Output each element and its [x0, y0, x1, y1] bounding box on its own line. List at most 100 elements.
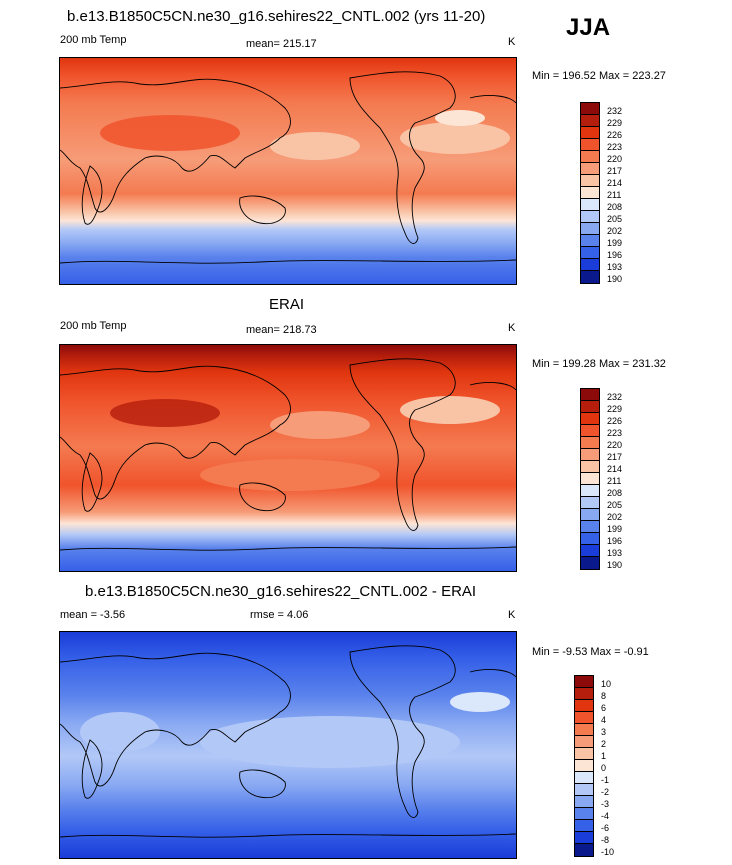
colorbar-swatch [581, 127, 599, 139]
colorbar-tick-label: 3 [601, 727, 607, 737]
colorbar-tick-label: 205 [607, 214, 623, 224]
colorbar-tick-label: -6 [601, 823, 610, 833]
colorbar-tick-label: 6 [601, 703, 607, 713]
colorbar-swatch [575, 748, 593, 760]
colorbar-swatch [581, 497, 599, 509]
panel2-map [59, 344, 517, 572]
colorbar-swatch [581, 413, 599, 425]
colorbar-swatch [581, 557, 599, 569]
colorbar-swatch [581, 115, 599, 127]
colorbar-swatch [581, 187, 599, 199]
colorbar-tick-label: 208 [607, 202, 623, 212]
season-label: JJA [566, 14, 611, 41]
colorbar-tick-label: -10 [601, 847, 615, 857]
panel3-minmax: Min = -9.53 Max = -0.91 [532, 646, 649, 658]
colorbar-swatch [581, 449, 599, 461]
colorbar-tick-label: -3 [601, 799, 610, 809]
colorbar-tick-label: 1 [601, 751, 607, 761]
panel1-units: K [508, 36, 516, 48]
colorbar-swatch [581, 259, 599, 271]
panel2-mean-label: mean= 218.73 [246, 324, 317, 336]
panel3-units: K [508, 609, 516, 621]
colorbar-tick-label: 208 [607, 488, 623, 498]
colorbar-tick-label: 196 [607, 536, 623, 546]
colorbar-tick-label: 214 [607, 178, 623, 188]
colorbar-swatch [575, 784, 593, 796]
panel1-map [59, 57, 517, 285]
panel2-minmax: Min = 199.28 Max = 231.32 [532, 358, 666, 370]
colorbar-swatch [581, 485, 599, 497]
colorbar-tick-label: 217 [607, 166, 623, 176]
colorbar-swatch [575, 832, 593, 844]
colorbar-swatch [575, 712, 593, 724]
colorbar-tick-label: 199 [607, 524, 623, 534]
colorbar-tick-label: 190 [607, 560, 623, 570]
panel2-units: K [508, 322, 516, 334]
colorbar-swatch [581, 151, 599, 163]
colorbar-swatch [581, 521, 599, 533]
colorbar-tick-label: 211 [607, 476, 622, 486]
colorbar-tick-label: 223 [607, 142, 623, 152]
colorbar-swatch [575, 820, 593, 832]
colorbar-tick-label: 229 [607, 404, 623, 414]
colorbar-tick-label: 217 [607, 452, 623, 462]
panel2-left-label: 200 mb Temp [60, 320, 127, 332]
panel1-colorbar [580, 102, 600, 284]
colorbar-tick-label: 2 [601, 739, 607, 749]
colorbar-tick-label: 193 [607, 548, 623, 558]
colorbar-tick-label: 0 [601, 763, 607, 773]
colorbar-tick-label: -1 [601, 775, 610, 785]
colorbar-swatch [581, 199, 599, 211]
panel1-left-label: 200 mb Temp [60, 34, 127, 46]
colorbar-tick-label: -8 [601, 835, 610, 845]
colorbar-tick-label: 226 [607, 416, 623, 426]
colorbar-tick-label: 4 [601, 715, 607, 725]
colorbar-swatch [581, 401, 599, 413]
panel2-title: ERAI [269, 296, 305, 313]
colorbar-swatch [575, 688, 593, 700]
colorbar-tick-label: -2 [601, 787, 610, 797]
colorbar-swatch [581, 389, 599, 401]
colorbar-swatch [581, 139, 599, 151]
panel2-colorbar [580, 388, 600, 570]
panel3-map [59, 631, 517, 859]
colorbar-tick-label: 196 [607, 250, 623, 260]
colorbar-swatch [575, 844, 593, 856]
colorbar-tick-label: -4 [601, 811, 610, 821]
colorbar-swatch [575, 700, 593, 712]
colorbar-swatch [575, 676, 593, 688]
colorbar-swatch [575, 724, 593, 736]
colorbar-tick-label: 229 [607, 118, 623, 128]
colorbar-swatch [581, 545, 599, 557]
colorbar-swatch [581, 509, 599, 521]
colorbar-swatch [581, 533, 599, 545]
colorbar-tick-label: 220 [607, 154, 623, 164]
colorbar-swatch [581, 235, 599, 247]
colorbar-tick-label: 205 [607, 500, 623, 510]
colorbar-swatch [581, 425, 599, 437]
colorbar-swatch [581, 163, 599, 175]
panel3-rmse-label: rmse = 4.06 [250, 609, 309, 621]
colorbar-tick-label: 190 [607, 274, 623, 284]
colorbar-swatch [575, 760, 593, 772]
colorbar-swatch [575, 736, 593, 748]
panel3-mean-label: mean = -3.56 [60, 609, 126, 621]
panel1-mean-label: mean= 215.17 [246, 38, 317, 50]
colorbar-tick-label: 8 [601, 691, 607, 701]
colorbar-swatch [581, 461, 599, 473]
panel3-colorbar-labels: 10 8 6 4 3 2 1 0 -1 -2 -3 -4 -6 -8 -10 [601, 675, 641, 857]
colorbar-tick-label: 214 [607, 464, 623, 474]
colorbar-tick-label: 232 [607, 106, 623, 116]
colorbar-swatch [575, 772, 593, 784]
panel2-colorbar-labels: 232 229 226 223 220 217 214 211 208 205 … [607, 388, 647, 570]
panel1-title: b.e13.B1850C5CN.ne30_g16.sehires22_CNTL.… [67, 8, 486, 25]
colorbar-tick-label: 202 [607, 226, 623, 236]
colorbar-swatch [581, 247, 599, 259]
colorbar-tick-label: 211 [607, 190, 622, 200]
colorbar-swatch [581, 211, 599, 223]
colorbar-tick-label: 232 [607, 392, 623, 402]
colorbar-swatch [575, 796, 593, 808]
colorbar-tick-label: 220 [607, 440, 623, 450]
colorbar-swatch [575, 808, 593, 820]
panel1-minmax: Min = 196.52 Max = 223.27 [532, 70, 666, 82]
